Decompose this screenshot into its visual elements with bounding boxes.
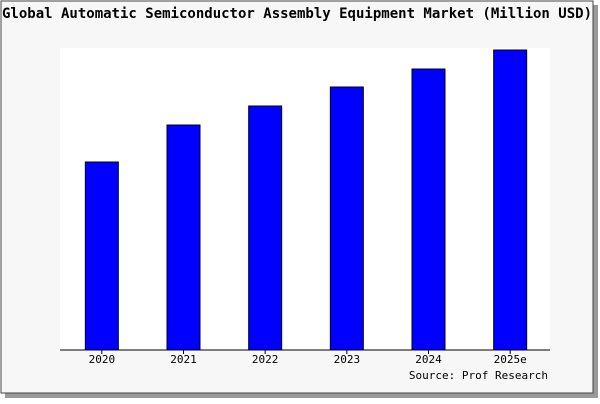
bar [493,49,528,351]
x-tick-label: 2023 [334,353,361,366]
bar [411,68,446,351]
x-tick-label: 2021 [170,353,197,366]
bar [248,105,283,351]
source-note: Source: Prof Research [409,369,548,382]
x-tick-label: 2025e [494,353,527,366]
bar [84,161,119,351]
chart-title: Global Automatic Semiconductor Assembly … [2,6,592,22]
x-tick-label: 2022 [252,353,279,366]
bar [166,124,201,351]
x-tick-label: 2020 [89,353,116,366]
x-tick-label: 2024 [415,353,442,366]
plot-area [60,48,550,350]
bar [329,86,364,351]
